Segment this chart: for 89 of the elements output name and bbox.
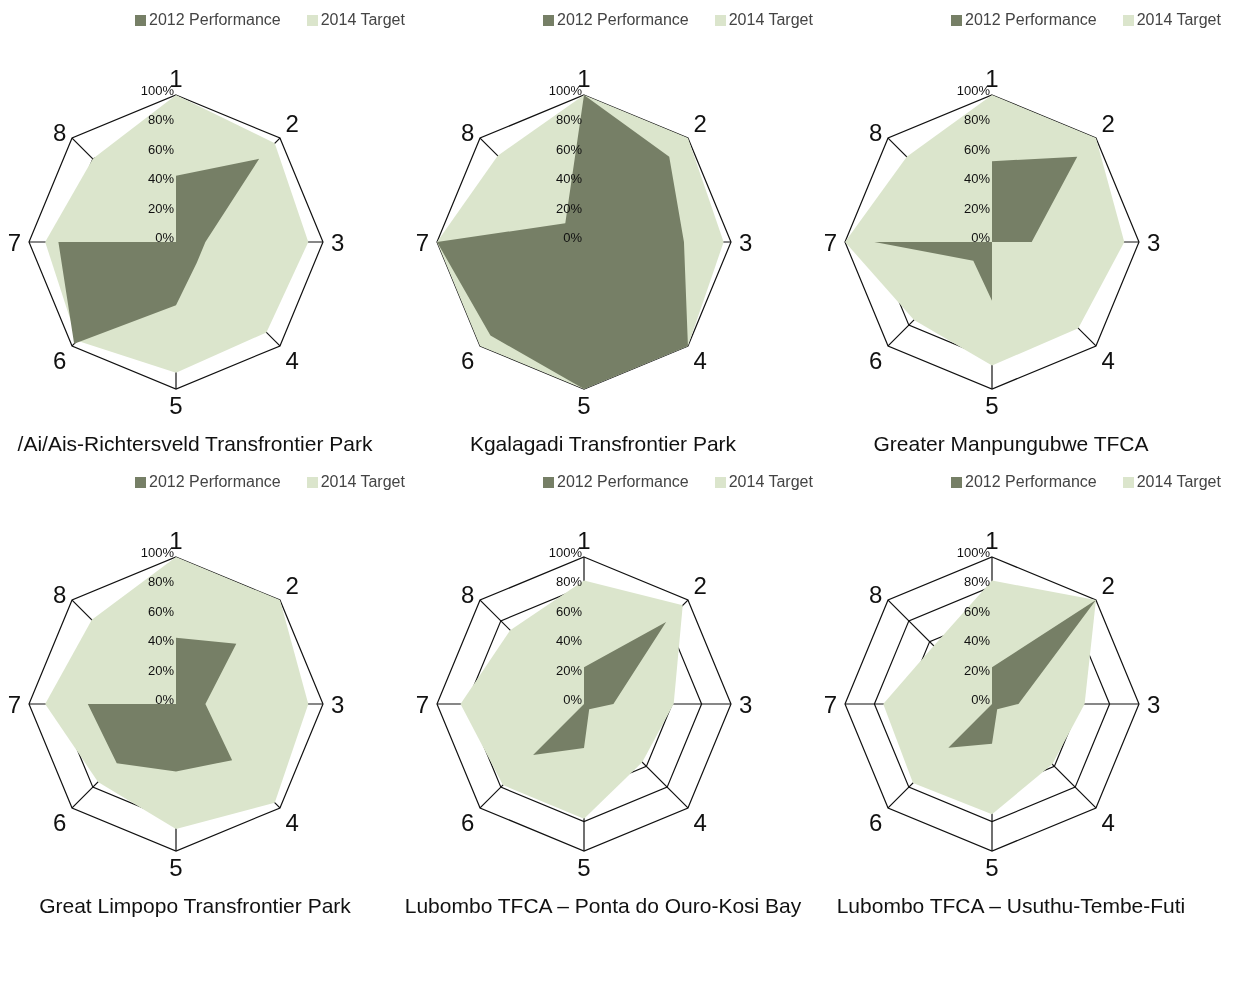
y-tick-label: 40% bbox=[147, 633, 175, 649]
y-tick-label: 20% bbox=[963, 200, 991, 216]
spoke-label: 3 bbox=[331, 228, 345, 256]
y-tick-label: 20% bbox=[555, 662, 583, 678]
spoke-label: 4 bbox=[1101, 346, 1115, 374]
spoke-label: 5 bbox=[985, 392, 999, 420]
y-tick-label: 0% bbox=[155, 692, 175, 707]
y-tick-label: 0% bbox=[563, 230, 583, 245]
y-tick-label: 60% bbox=[963, 603, 991, 619]
text: Kgalagadi Transfrontier Park bbox=[469, 432, 737, 456]
text: Greater Manpungubwe TFCA bbox=[873, 432, 1149, 456]
legend-label: 2012 Performance bbox=[965, 11, 1097, 29]
spoke-label: 8 bbox=[53, 580, 67, 608]
spoke-label: 4 bbox=[693, 808, 707, 836]
spoke-label: 5 bbox=[577, 392, 591, 420]
spoke-label: 2 bbox=[693, 110, 707, 138]
y-tick-label: 40% bbox=[555, 171, 583, 187]
legend-label: 2012 Performance bbox=[557, 11, 689, 29]
spoke-label: 4 bbox=[285, 346, 299, 374]
spoke-label: 3 bbox=[1147, 228, 1161, 256]
spoke-label: 5 bbox=[985, 854, 999, 882]
spoke-label: 3 bbox=[1147, 690, 1161, 718]
y-tick-label: 20% bbox=[147, 662, 175, 678]
spoke-label: 2 bbox=[285, 110, 299, 138]
text: Lubombo TFCA – Usuthu-Tembe-Futi bbox=[836, 894, 1186, 918]
spoke-label: 2 bbox=[1101, 110, 1115, 138]
legend-label: 2012 Performance bbox=[149, 473, 281, 491]
spoke-label: 3 bbox=[331, 690, 345, 718]
spoke-label: 7 bbox=[415, 228, 429, 256]
y-tick-label: 60% bbox=[555, 141, 583, 157]
spoke-label: 8 bbox=[461, 118, 475, 146]
y-tick-label: 20% bbox=[963, 662, 991, 678]
y-tick-label: 40% bbox=[147, 171, 175, 187]
spoke-label: 7 bbox=[415, 690, 429, 718]
y-tick-label: 80% bbox=[963, 112, 991, 128]
legend-label: 2014 Target bbox=[320, 473, 405, 491]
y-tick-label: 60% bbox=[555, 603, 583, 619]
spoke-label: 7 bbox=[7, 690, 21, 718]
spoke-label: 2 bbox=[1101, 572, 1115, 600]
text: /Ai/Ais-Richtersveld Transfrontier Park bbox=[17, 432, 373, 456]
spoke-label: 4 bbox=[285, 808, 299, 836]
y-tick-label: 0% bbox=[155, 230, 175, 245]
y-tick-label: 60% bbox=[963, 141, 991, 157]
y-tick-label: 40% bbox=[963, 633, 991, 649]
y-tick-label: 40% bbox=[963, 171, 991, 187]
spoke-label: 7 bbox=[7, 228, 21, 256]
y-tick-label: 80% bbox=[963, 574, 991, 590]
y-tick-label: 60% bbox=[147, 141, 175, 157]
spoke-label: 4 bbox=[693, 346, 707, 374]
y-tick-label: 80% bbox=[147, 112, 175, 128]
y-tick-label: 0% bbox=[971, 230, 991, 245]
text: Great Limpopo Transfrontier Park bbox=[39, 894, 351, 918]
spoke-label: 7 bbox=[823, 228, 837, 256]
spoke-label: 4 bbox=[1101, 808, 1115, 836]
spoke-label: 6 bbox=[461, 346, 475, 374]
legend-label: 2014 Target bbox=[728, 11, 813, 29]
y-tick-label: 20% bbox=[147, 200, 175, 216]
y-tick-label: 40% bbox=[555, 633, 583, 649]
spoke-label: 7 bbox=[823, 690, 837, 718]
spoke-label: 6 bbox=[869, 346, 883, 374]
y-tick-label: 80% bbox=[147, 574, 175, 590]
legend-label: 2014 Target bbox=[1136, 11, 1221, 29]
spoke-label: 2 bbox=[693, 572, 707, 600]
spoke-label: 3 bbox=[739, 690, 753, 718]
legend-label: 2014 Target bbox=[320, 11, 405, 29]
y-tick-label: 80% bbox=[555, 574, 583, 590]
spoke-label: 6 bbox=[53, 346, 67, 374]
legend-label: 2012 Performance bbox=[965, 473, 1097, 491]
spoke-label: 2 bbox=[285, 572, 299, 600]
spoke-label: 8 bbox=[869, 580, 883, 608]
legend-label: 2014 Target bbox=[728, 473, 813, 491]
spoke-label: 6 bbox=[53, 808, 67, 836]
y-tick-label: 0% bbox=[971, 692, 991, 707]
spoke-label: 6 bbox=[461, 808, 475, 836]
spoke-label: 6 bbox=[869, 808, 883, 836]
spoke-label: 5 bbox=[169, 854, 183, 882]
spoke-label: 5 bbox=[577, 854, 591, 882]
spoke-label: 8 bbox=[53, 118, 67, 146]
y-tick-label: 80% bbox=[555, 112, 583, 128]
y-tick-label: 0% bbox=[563, 692, 583, 707]
text: Lubombo TFCA – Ponta do Ouro-Kosi Bay bbox=[404, 894, 802, 918]
legend-label: 2012 Performance bbox=[557, 473, 689, 491]
legend-label: 2012 Performance bbox=[149, 11, 281, 29]
spoke-label: 5 bbox=[169, 392, 183, 420]
legend-label: 2014 Target bbox=[1136, 473, 1221, 491]
spoke-label: 8 bbox=[869, 118, 883, 146]
y-tick-label: 60% bbox=[147, 603, 175, 619]
spoke-label: 8 bbox=[461, 580, 475, 608]
spoke-label: 3 bbox=[739, 228, 753, 256]
